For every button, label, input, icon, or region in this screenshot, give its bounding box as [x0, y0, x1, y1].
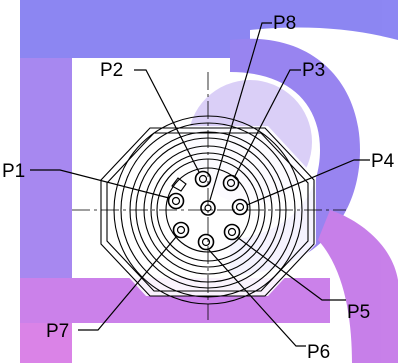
pin-label-p5: P5 [347, 302, 370, 323]
hex-nut-outer [100, 127, 315, 297]
key-notch [171, 177, 187, 192]
pin-label-p1: P1 [2, 161, 25, 182]
center-lines [72, 72, 346, 320]
leader-p7 [78, 236, 177, 331]
pin-contact-p2-core [198, 174, 208, 184]
pin-contact-p7-core [176, 225, 186, 235]
pin-contact-p1-core [171, 196, 181, 206]
leader-p4 [246, 159, 370, 206]
leader-p6 [208, 249, 306, 347]
pin-contact-p6-core [201, 237, 211, 247]
leader-p5 [236, 236, 346, 301]
watermark-leg [318, 210, 398, 363]
hex-nut-inner [106, 132, 309, 292]
pin-label-p3: P3 [302, 60, 325, 81]
pin-contact-p7 [172, 221, 190, 239]
pin-contact-p3 [222, 174, 240, 192]
leader-p1 [30, 169, 170, 199]
pin-contact-p5-core [227, 227, 237, 237]
pin-contact-p4-core [235, 202, 245, 212]
leader-lines [30, 22, 370, 347]
pin-contact-p5 [223, 223, 241, 241]
pin-contact-p8-core [204, 204, 212, 212]
pin-contact-p4 [231, 198, 249, 216]
pin-contact-p8 [200, 200, 216, 216]
pin-label-p8: P8 [273, 13, 296, 34]
pin-contact-p3-core [226, 178, 236, 188]
pin-contacts [167, 170, 249, 251]
watermark-bottom [20, 323, 72, 363]
pin-contact-p6 [197, 233, 215, 251]
watermark-bowl [230, 38, 360, 275]
pin-labels: P8 P2 P3 P1 P4 P5 P6 P7 [2, 13, 395, 363]
pin-label-p4: P4 [371, 151, 395, 172]
pin-contact-p1 [167, 192, 185, 210]
pin-label-p6: P6 [307, 342, 330, 363]
pin-contact-p2 [194, 170, 212, 188]
watermark-upper-band [20, 0, 398, 58]
pin-label-p2: P2 [100, 60, 123, 81]
leader-p3 [234, 69, 301, 177]
leader-p8 [209, 22, 272, 201]
pin-label-p7: P7 [46, 321, 69, 342]
leader-p2 [134, 69, 200, 173]
